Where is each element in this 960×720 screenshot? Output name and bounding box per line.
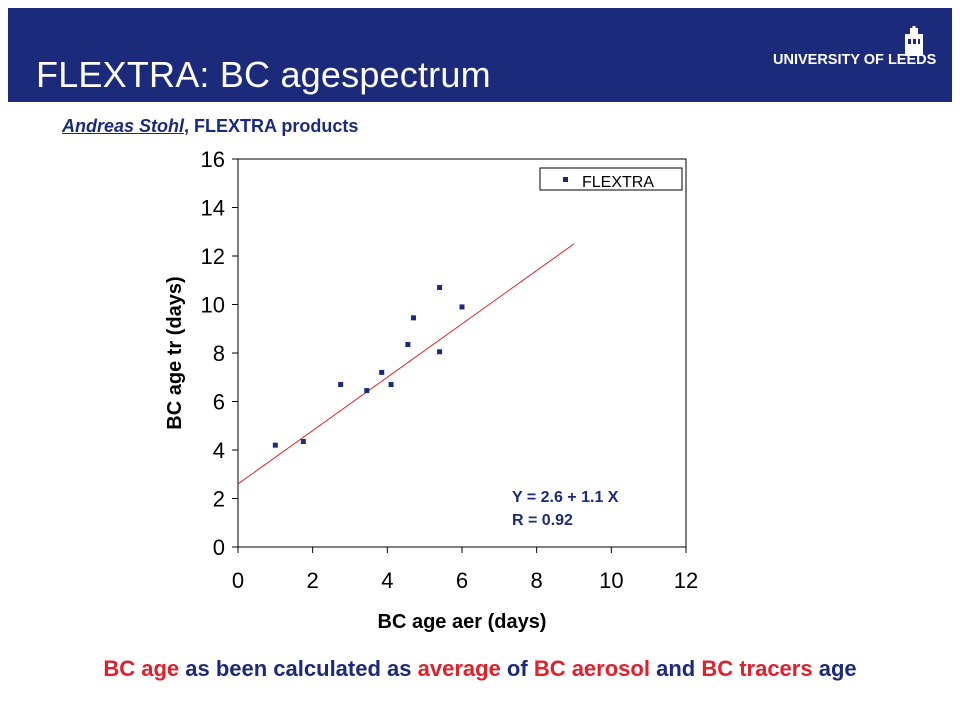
- legend-label: FLEXTRA: [582, 174, 654, 191]
- subtitle: Andreas Stohl, FLEXTRA products: [62, 116, 358, 137]
- plot-frame: [237, 158, 687, 548]
- y-tick-label: 8: [213, 341, 225, 366]
- y-tick-label: 10: [201, 293, 225, 318]
- footer-part: as been calculated as: [179, 656, 418, 681]
- x-axis-label: BC age aer (days): [378, 611, 547, 633]
- x-tick-label: 8: [531, 568, 543, 593]
- regression-equation: Y = 2.6 + 1.1 X: [512, 489, 619, 506]
- footer-part: BC tracers: [701, 656, 813, 681]
- x-tick-label: 6: [456, 568, 468, 593]
- data-point: [405, 342, 411, 348]
- fit-line: [237, 243, 575, 485]
- x-tick-label: 12: [674, 568, 698, 593]
- data-point: [388, 382, 394, 388]
- x-tick-label: 2: [307, 568, 319, 593]
- subtitle-text: , FLEXTRA products: [184, 116, 359, 136]
- university-crest-icon: [905, 26, 923, 56]
- university-logo-text: UNIVERSITY OF LEEDS: [773, 52, 937, 68]
- y-tick-label: 4: [213, 438, 225, 463]
- x-tick-label: 0: [232, 568, 244, 593]
- x-tick-label: 10: [599, 568, 623, 593]
- header-bar: [8, 8, 952, 102]
- footer-part: of: [500, 656, 534, 681]
- slide-title: FLEXTRA: BC agespectrum: [36, 54, 491, 95]
- correlation-coefficient: R = 0.92: [512, 512, 573, 529]
- footer-part: BC aerosol: [533, 656, 650, 681]
- y-tick-label: 16: [201, 147, 225, 172]
- data-point: [437, 285, 443, 291]
- y-tick-label: 14: [201, 196, 225, 221]
- y-tick-label: 6: [213, 390, 225, 415]
- footer-caption: BC age as been calculated as average of …: [0, 656, 960, 682]
- footer-part: age: [812, 656, 857, 681]
- legend-marker: [563, 177, 568, 182]
- legend-box: [539, 167, 683, 191]
- data-point: [338, 382, 344, 388]
- y-tick-label: 2: [213, 487, 225, 512]
- subtitle-author-link[interactable]: Andreas Stohl: [62, 116, 185, 136]
- x-tick-label: 4: [381, 568, 393, 593]
- data-point: [459, 304, 465, 310]
- data-point: [437, 349, 443, 355]
- data-point: [410, 315, 416, 321]
- y-tick-label: 0: [213, 535, 225, 560]
- footer-part: average: [417, 656, 501, 681]
- y-tick-label: 12: [201, 244, 225, 269]
- data-point: [272, 442, 278, 448]
- data-point: [364, 388, 370, 394]
- data-point: [300, 439, 306, 445]
- y-axis-label: BC age tr (days): [164, 276, 186, 429]
- footer-part: BC age: [103, 656, 180, 681]
- footer-part: and: [649, 656, 702, 681]
- data-point: [379, 369, 385, 375]
